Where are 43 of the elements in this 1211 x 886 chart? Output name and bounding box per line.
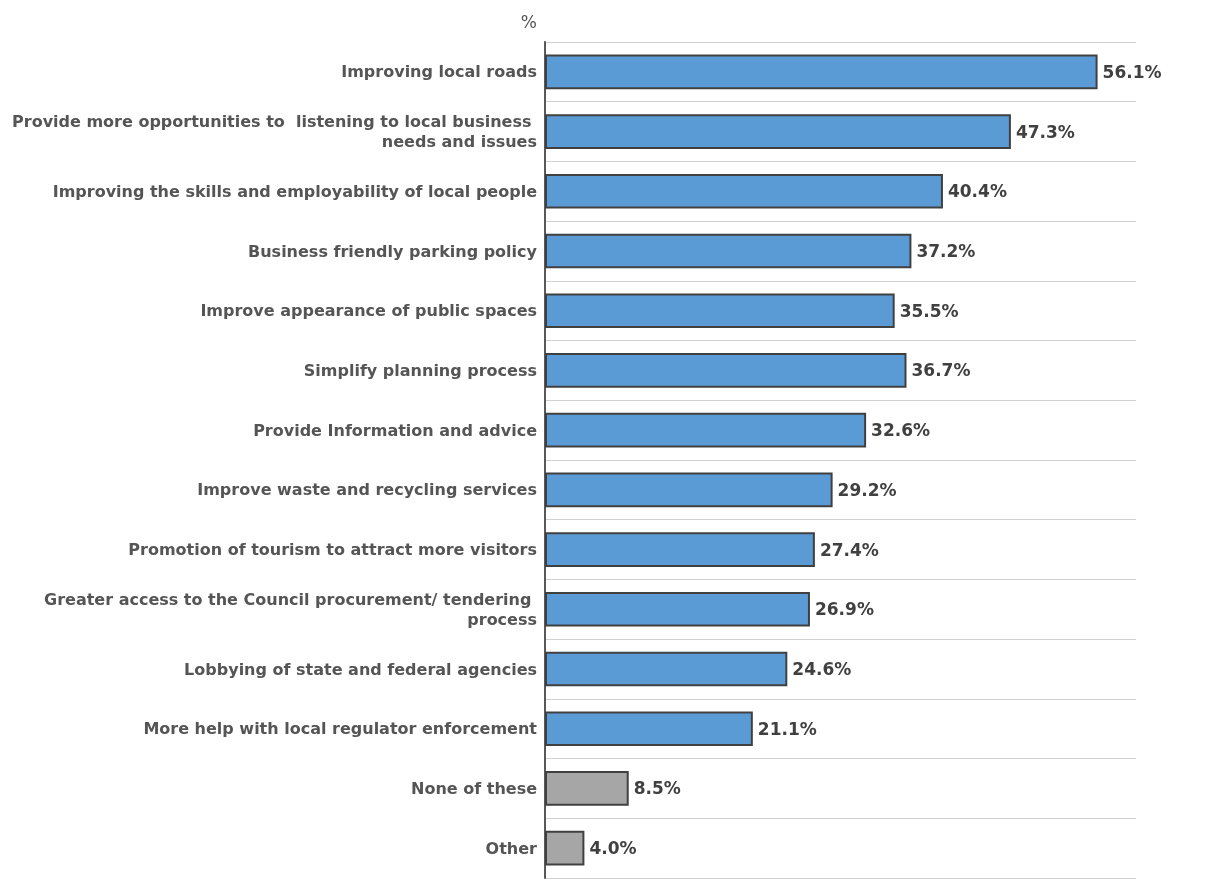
data-label: 29.2% (837, 479, 897, 500)
y-tick-label: Simplify planning process (303, 360, 537, 380)
data-label: 47.3% (1015, 121, 1075, 142)
bar (545, 114, 1011, 149)
data-label: 26.9% (814, 599, 874, 620)
bar (545, 293, 895, 329)
bar (545, 353, 907, 388)
data-label: 56.1% (1102, 61, 1162, 82)
y-tick-label: Lobbying of state and federal agencies (184, 659, 537, 679)
data-label: 37.2% (916, 241, 976, 261)
y-tick-label: Business friendly parking policy (248, 241, 538, 261)
bar (545, 173, 943, 209)
y-axis-title: % (520, 11, 537, 32)
data-label: 21.1% (757, 718, 817, 739)
y-tick-label: Improving the skills and employability of local people (52, 181, 538, 201)
data-label: 35.5% (899, 300, 959, 321)
bar (545, 651, 788, 687)
bar (545, 591, 810, 627)
y-tick-label: More help with local regulator enforcement (143, 719, 538, 739)
data-label: 24.6% (792, 659, 852, 679)
y-tick-label: None of these (411, 778, 538, 798)
y-tick-label: Other (485, 838, 538, 858)
y-tick-label: Improving local roads (341, 62, 537, 82)
data-label: 4.0% (589, 838, 637, 859)
y-tick-label: Provide more opportunities to listening to local business needs and issues (12, 112, 537, 152)
bar (545, 54, 1098, 90)
data-label: 27.4% (819, 539, 879, 560)
bar (545, 830, 585, 866)
y-tick-label: Improve appearance of public spaces (200, 301, 537, 321)
y-tick-label: Provide Information and advice (253, 420, 538, 440)
y-tick-label: Improve waste and recycling services (197, 480, 537, 500)
data-label: 8.5% (633, 778, 681, 799)
y-tick-label: Promotion of tourism to attract more visitors (128, 540, 537, 560)
bar (545, 771, 629, 806)
y-tick-label: Greater access to the Council procurement/ tendering process (44, 589, 537, 629)
data-label: 32.6% (871, 420, 931, 441)
bar (545, 711, 753, 747)
bar (545, 233, 912, 269)
data-label: 40.4% (947, 181, 1007, 202)
bar (545, 472, 833, 508)
data-label: 36.7% (911, 360, 971, 381)
bar (545, 532, 815, 567)
bar (545, 412, 867, 448)
